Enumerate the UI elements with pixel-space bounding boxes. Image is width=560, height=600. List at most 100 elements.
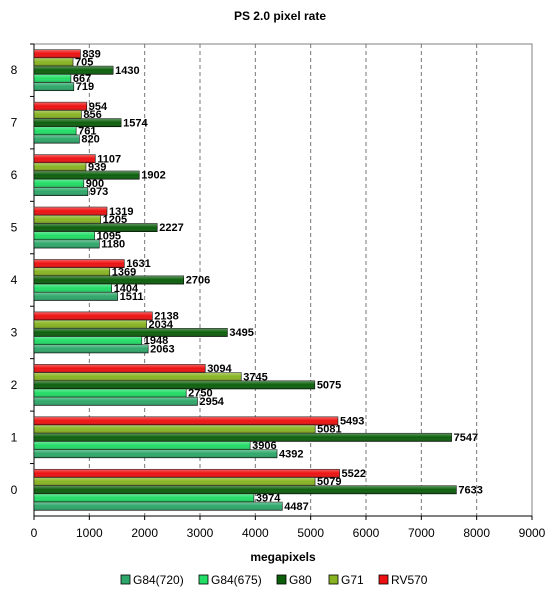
data-label: 3745 bbox=[243, 371, 267, 383]
data-label: 3906 bbox=[252, 440, 276, 452]
x-tick-label: 0 bbox=[31, 526, 38, 540]
y-tick-label: 0 bbox=[11, 483, 18, 497]
legend-label: G84(720) bbox=[133, 573, 184, 587]
bar-group bbox=[33, 110, 82, 119]
y-tick-label: 4 bbox=[11, 273, 18, 287]
legend-label: G84(675) bbox=[211, 573, 262, 587]
bar-group bbox=[33, 154, 96, 164]
bar-group bbox=[33, 187, 89, 196]
bar-sheen bbox=[34, 110, 82, 119]
bar-sheen bbox=[34, 162, 86, 172]
legend-label: G80 bbox=[289, 573, 312, 587]
legend-item: G71 bbox=[328, 573, 364, 587]
bar-sheen bbox=[34, 397, 198, 406]
bar-sheen bbox=[34, 49, 81, 58]
data-label: 1430 bbox=[115, 65, 139, 77]
bar-sheen bbox=[34, 441, 251, 450]
data-label: 5079 bbox=[317, 476, 341, 488]
bar-sheen bbox=[34, 493, 254, 503]
bar-sheen bbox=[34, 57, 74, 67]
y-tick-label: 8 bbox=[11, 63, 18, 77]
bar-group bbox=[33, 65, 114, 75]
bar-group bbox=[33, 206, 108, 216]
data-label: 4487 bbox=[284, 501, 308, 513]
data-label: 2227 bbox=[159, 222, 183, 234]
bar-group bbox=[33, 388, 187, 398]
y-tick-label: 1 bbox=[11, 430, 18, 444]
legend-item: G84(675) bbox=[198, 573, 262, 587]
data-label: 2706 bbox=[186, 275, 210, 287]
legend-swatch bbox=[276, 574, 287, 585]
bar-group bbox=[33, 259, 125, 268]
bar-group bbox=[33, 364, 206, 373]
bar-group bbox=[33, 344, 149, 354]
data-label: 5081 bbox=[317, 424, 341, 436]
bar-group bbox=[33, 477, 316, 486]
bar-sheen bbox=[34, 416, 338, 426]
bar-sheen bbox=[34, 433, 452, 442]
data-label: 820 bbox=[81, 134, 99, 146]
data-label: 667 bbox=[73, 73, 91, 85]
legend-item: G84(720) bbox=[120, 573, 184, 587]
bar-group bbox=[33, 170, 140, 180]
bar-group bbox=[33, 380, 316, 390]
bar-group bbox=[33, 493, 255, 503]
bar-group bbox=[33, 449, 278, 459]
bar-group bbox=[33, 501, 283, 511]
x-tick-label: 5000 bbox=[297, 526, 324, 540]
y-tick-label: 2 bbox=[11, 378, 18, 392]
data-label: 2138 bbox=[154, 311, 178, 323]
x-tick-label: 9000 bbox=[519, 526, 546, 540]
bar-sheen bbox=[34, 207, 107, 216]
bar-group bbox=[33, 101, 88, 111]
bar-sheen bbox=[34, 344, 149, 353]
data-label: 4392 bbox=[279, 448, 303, 460]
bar-group bbox=[33, 239, 100, 249]
bar-group bbox=[33, 74, 72, 83]
data-label: 3094 bbox=[207, 363, 232, 375]
legend-swatch bbox=[120, 574, 131, 585]
legend-label: RV570 bbox=[391, 573, 428, 587]
bar-sheen bbox=[34, 66, 114, 75]
bar-sheen bbox=[34, 485, 457, 494]
data-label: 1319 bbox=[109, 206, 133, 218]
bar-sheen bbox=[34, 364, 206, 373]
data-label: 1180 bbox=[101, 239, 125, 251]
data-label: 1902 bbox=[141, 170, 165, 182]
data-label: 7547 bbox=[454, 432, 478, 444]
bar-group bbox=[33, 291, 118, 301]
bar-sheen bbox=[34, 118, 122, 127]
bar-sheen bbox=[34, 82, 74, 91]
bar-group bbox=[33, 231, 95, 241]
bar-sheen bbox=[34, 171, 140, 180]
legend: G84(720) G84(675) G80 G71 RV570 bbox=[120, 573, 428, 587]
bar-group bbox=[33, 126, 77, 136]
bar-group bbox=[33, 162, 87, 172]
legend-item: G80 bbox=[276, 573, 312, 587]
bar-sheen bbox=[34, 223, 158, 232]
data-label: 2063 bbox=[150, 343, 174, 355]
bar-group bbox=[33, 134, 80, 144]
x-tick-label: 6000 bbox=[353, 526, 380, 540]
bar-group bbox=[33, 118, 122, 128]
data-label: 5522 bbox=[342, 468, 366, 480]
bar-group bbox=[33, 82, 75, 92]
data-label: 3974 bbox=[256, 493, 281, 505]
bar-sheen bbox=[34, 126, 77, 135]
data-label: 1511 bbox=[120, 291, 144, 303]
data-label: 1574 bbox=[123, 117, 148, 129]
chart-title: PS 2.0 pixel rate bbox=[234, 9, 326, 23]
bar-sheen bbox=[34, 284, 112, 293]
bar-sheen bbox=[34, 425, 316, 434]
legend-swatch bbox=[328, 574, 339, 585]
y-tick-label: 3 bbox=[11, 325, 18, 339]
bar-group bbox=[33, 275, 185, 285]
bar-sheen bbox=[34, 231, 95, 240]
bar-sheen bbox=[34, 179, 84, 188]
data-label: 856 bbox=[83, 109, 101, 121]
data-label: 1205 bbox=[103, 214, 127, 226]
bar-sheen bbox=[34, 469, 340, 478]
bar-group bbox=[33, 396, 198, 406]
